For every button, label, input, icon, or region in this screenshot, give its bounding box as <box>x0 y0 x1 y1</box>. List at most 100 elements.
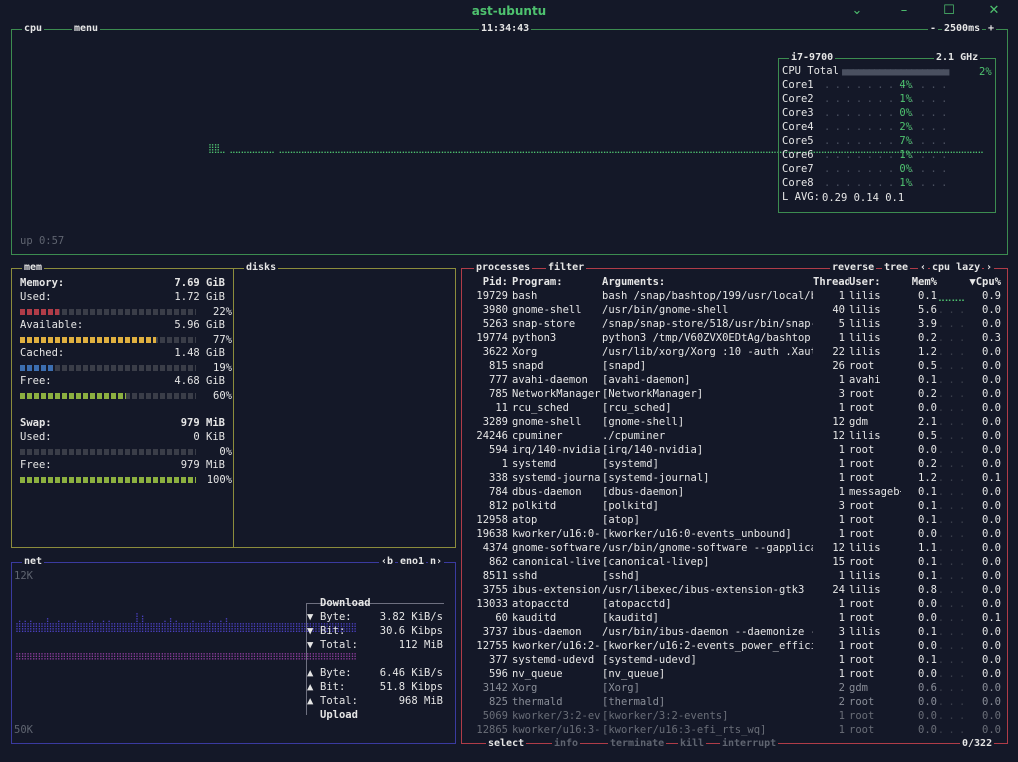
window-titlebar[interactable]: ast-ubuntu ⌄ – ☐ ✕ <box>0 0 1018 22</box>
process-row[interactable]: 8511 sshd [sshd] 1 lilis 0.1 . . . 0.0 <box>475 569 1001 583</box>
process-cpu-graph: . . . <box>937 612 965 624</box>
process-threads: 12 <box>832 430 845 442</box>
col-threads[interactable]: Threads: <box>813 276 849 288</box>
iface-prev-button[interactable]: ‹b <box>379 556 396 568</box>
process-cpu: 0.0 <box>982 374 1001 386</box>
col-pid[interactable]: Pid: <box>482 276 508 288</box>
process-row[interactable]: 3289 gnome-shell [gnome-shell] 12 gdm 2.… <box>475 415 1001 429</box>
process-row[interactable]: 3980 gnome-shell /usr/bin/gnome-shell 40… <box>475 303 1001 317</box>
process-mem: 1.2 <box>918 472 937 484</box>
minimize-icon[interactable]: ⌄ <box>851 3 863 18</box>
process-row[interactable]: 594 irq/140-nvidia [irq/140-nvidia] 1 ro… <box>475 443 1001 457</box>
process-row[interactable]: 785 NetworkManager [NetworkManager] 3 ro… <box>475 387 1001 401</box>
process-program: gnome-software <box>512 542 601 554</box>
close-icon[interactable]: ✕ <box>988 3 1000 18</box>
mem-tab[interactable]: mem <box>22 262 45 274</box>
interval-plus-button[interactable]: + <box>986 23 997 35</box>
mem-stat-row: Available: 5.96 GiB <box>20 319 225 333</box>
process-user: lilis <box>849 318 881 330</box>
process-row[interactable]: 815 snapd [snapd] 26 root 0.5 . . . 0.0 <box>475 359 1001 373</box>
process-pid: 11 <box>495 402 508 414</box>
tree-button[interactable]: tree <box>882 262 911 274</box>
kill-button[interactable]: kill <box>678 738 707 750</box>
process-cpu: 0.0 <box>982 430 1001 442</box>
process-row[interactable]: 4374 gnome-software /usr/bin/gnome-softw… <box>475 541 1001 555</box>
process-row[interactable]: 5069 kworker/3:2-ev [kworker/3:2-events]… <box>475 709 1001 723</box>
process-args: [sshd] <box>602 570 640 582</box>
process-cpu-graph: . . . <box>937 500 965 512</box>
process-row[interactable]: 784 dbus-daemon [dbus-daemon] 1 messageb… <box>475 485 1001 499</box>
cpu-tab[interactable]: cpu <box>22 23 45 35</box>
process-program: canonical-live <box>512 556 601 568</box>
process-pid: 12958 <box>476 514 508 526</box>
filter-button[interactable]: filter <box>546 262 587 274</box>
col-program[interactable]: Program: <box>512 276 563 288</box>
process-pid: 1 <box>501 458 508 470</box>
process-cpu-graph: . . . <box>937 668 965 680</box>
process-cpu-graph: . . . <box>937 556 965 568</box>
process-row[interactable]: 825 thermald [thermald] 2 root 0.0 . . .… <box>475 695 1001 709</box>
process-row[interactable]: 60 kauditd [kauditd] 1 root 0.0 . . . 0.… <box>475 611 1001 625</box>
process-row[interactable]: 24246 cpuminer ./cpuminer 12 lilis 0.5 .… <box>475 429 1001 443</box>
interval-minus-button[interactable]: - <box>928 23 939 35</box>
process-row[interactable]: 338 systemd-journa [systemd-journal] 1 r… <box>475 471 1001 485</box>
process-row[interactable]: 13033 atopacctd [atopacctd] 1 root 0.0 .… <box>475 597 1001 611</box>
process-row[interactable]: 5263 snap-store /snap/snap-store/518/usr… <box>475 317 1001 331</box>
reverse-button[interactable]: reverse <box>830 262 877 274</box>
process-threads: 1 <box>838 458 845 470</box>
net-tab[interactable]: net <box>22 556 45 568</box>
process-row[interactable]: 3737 ibus-daemon /usr/bin/ibus-daemon --… <box>475 625 1001 639</box>
process-program: kauditd <box>512 612 557 624</box>
process-row[interactable]: 1 systemd [systemd] 1 root 0.2 . . . 0.0 <box>475 457 1001 471</box>
process-row[interactable]: 3622 Xorg /usr/lib/xorg/Xorg :10 -auth .… <box>475 345 1001 359</box>
processes-tab[interactable]: processes <box>474 262 533 274</box>
download-graph: ⢀⢀⢀⠀⠀⢠⠀⢀⠀⠀⢀⠀⠀⢀⠀⢀⢀⠀⠀⠀⠀⢸⢰⠀⠀⠀⢀⢠⢀⠀⠀⢀⠀⠀⢀⠀⢀⢠⠀⠀… <box>15 613 256 623</box>
core-graph: . . . . . . . . . . . . <box>824 163 947 175</box>
process-row[interactable]: 19729 bash bash /snap/bashtop/199/usr/lo… <box>475 289 1001 303</box>
disks-tab[interactable]: disks <box>244 262 279 274</box>
menu-button[interactable]: menu <box>72 23 101 35</box>
col-mem[interactable]: Mem% <box>911 276 937 288</box>
process-row[interactable]: 777 avahi-daemon [avahi-daemon] 1 avahi … <box>475 373 1001 387</box>
core-graph: . . . . . . . . . . . . <box>824 177 947 189</box>
mem-stat-pct: 19% <box>213 362 232 374</box>
process-row[interactable]: 11 rcu_sched [rcu_sched] 1 root 0.0 . . … <box>475 401 1001 415</box>
process-row[interactable]: 19774 python3 python3 /tmp/V60ZVX0EDtAg/… <box>475 331 1001 345</box>
maximize-icon[interactable]: ☐ <box>943 3 955 18</box>
iface-next-button[interactable]: n› <box>428 556 445 568</box>
download-label: Download <box>320 597 371 609</box>
mem-stat-value: 0 KiB <box>193 431 225 443</box>
process-row[interactable]: 12958 atop [atop] 1 root 0.1 . . . 0.0 <box>475 513 1001 527</box>
mem-stat-bar <box>20 337 196 343</box>
restore-icon[interactable]: – <box>900 3 908 18</box>
process-row[interactable]: 377 systemd-udevd [systemd-udevd] 1 root… <box>475 653 1001 667</box>
terminate-button[interactable]: terminate <box>608 738 667 750</box>
process-row[interactable]: 19638 kworker/u16:0- [kworker/u16:0-even… <box>475 527 1001 541</box>
process-program: atopacctd <box>512 598 569 610</box>
process-row[interactable]: 862 canonical-live [canonical-livep] 15 … <box>475 555 1001 569</box>
interrupt-button[interactable]: interrupt <box>720 738 779 750</box>
process-args: [dbus-daemon] <box>602 486 685 498</box>
process-user: root <box>849 388 875 400</box>
process-row[interactable]: 3142 Xorg [Xorg] 2 gdm 0.6 . . . 0.0 <box>475 681 1001 695</box>
sort-prev-button[interactable]: ‹ <box>918 262 929 274</box>
col-args[interactable]: Arguments: <box>602 276 666 288</box>
col-cpu[interactable]: ▼Cpu% <box>969 276 1001 288</box>
process-program: python3 <box>512 332 557 344</box>
sort-next-button[interactable]: › <box>984 262 995 274</box>
process-cpu: 0.0 <box>982 668 1001 680</box>
process-threads: 1 <box>838 570 845 582</box>
process-cpu-graph: . . . <box>937 374 965 386</box>
select-button[interactable]: select <box>486 738 527 750</box>
process-row[interactable]: 596 nv_queue [nv_queue] 1 root 0.0 . . .… <box>475 667 1001 681</box>
info-button[interactable]: info <box>552 738 581 750</box>
col-user[interactable]: User: <box>849 276 881 288</box>
process-row[interactable]: 3755 ibus-extension /usr/libexec/ibus-ex… <box>475 583 1001 597</box>
mem-stat-label: Cached: <box>20 347 65 359</box>
process-row[interactable]: 12865 kworker/u16:3- [kworker/u16:3-efi_… <box>475 723 1001 737</box>
memory-total-row: Memory: 7.69 GiB <box>20 277 225 291</box>
process-row[interactable]: 812 polkitd [polkitd] 3 root 0.1 . . . 0… <box>475 499 1001 513</box>
mem-stat-bar <box>20 449 196 455</box>
process-args: [irq/140-nvidia] <box>602 444 704 456</box>
process-row[interactable]: 12755 kworker/u16:2- [kworker/u16:2-even… <box>475 639 1001 653</box>
